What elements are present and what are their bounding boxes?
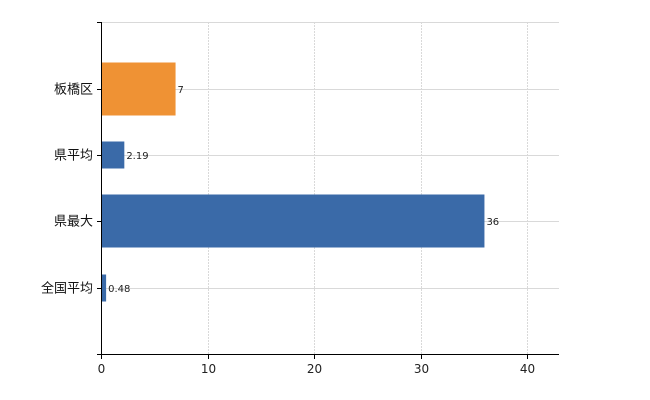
bar-2 [102,141,125,169]
data-label-2: 2.19 [126,151,148,162]
category-label-2: 県平均 [54,149,93,164]
x-tick-label-30: 30 [414,362,429,376]
bar-layer [102,62,485,302]
data-label-3: 36 [486,217,499,228]
bar-1 [102,62,176,116]
x-tick-label-10: 10 [201,362,216,376]
x-tick-label-20: 20 [307,362,322,376]
data-label-1: 7 [178,85,184,96]
category-label-4: 全国平均 [41,281,93,297]
bar-3 [102,194,485,248]
grid-layer [101,22,559,354]
category-label-3: 県最大 [54,215,93,230]
x-tick-label-0: 0 [98,362,106,376]
data-label-4: 0.48 [108,284,130,295]
category-label-1: 板橋区 [54,83,93,98]
x-tick-label-40: 40 [520,362,535,376]
bar-4 [102,274,107,302]
axis-layer [97,22,559,359]
